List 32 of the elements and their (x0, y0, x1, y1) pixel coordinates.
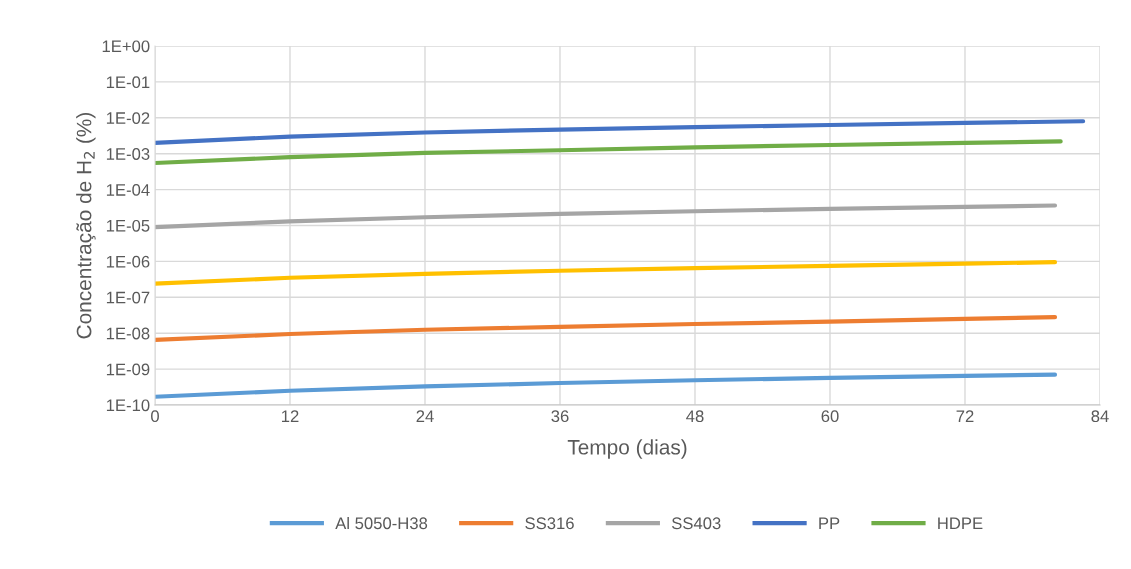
x-tick-label: 48 (686, 410, 704, 423)
y-tick-label: 1E-03 (106, 148, 150, 160)
x-tick-label: 72 (956, 410, 974, 422)
legend-label: Al 5050-H38 (335, 516, 428, 530)
y-tick-label: 1E-09 (106, 363, 150, 376)
line-series (155, 139, 1063, 166)
line-series (155, 315, 1058, 343)
y-tick-label: 1E-10 (106, 399, 150, 412)
y-tick-label: 1E-02 (106, 112, 150, 124)
x-tick-label: 12 (282, 410, 299, 422)
legend-label: SS316 (525, 517, 574, 530)
line-series (155, 203, 1058, 230)
line-series (155, 372, 1058, 399)
y-axis-title: Concentração de H$_{2}$ (%) (76, 113, 96, 339)
line-series (155, 119, 1086, 145)
x-tick-label: 36 (551, 410, 569, 423)
y-tick-label: 1E+00 (102, 40, 150, 53)
y-tick-label: 1E-04 (106, 184, 150, 196)
x-tick-label: 0 (151, 410, 159, 423)
legend-label: PP (819, 517, 840, 530)
legend-label: SS403 (671, 517, 721, 530)
x-tick-label: 24 (416, 410, 434, 422)
x-tick-label: 60 (821, 410, 839, 423)
y-tick-label: 1E-05 (106, 219, 150, 232)
y-tick-label: 1E-06 (106, 255, 150, 268)
line-series (155, 260, 1058, 286)
x-axis-title: Tempo (dias) (567, 439, 687, 459)
y-tick-label: 1E-01 (106, 76, 150, 89)
y-tick-label: 1E-08 (106, 327, 150, 340)
legend-label: HDPE (938, 517, 983, 530)
x-tick-label: 84 (1091, 410, 1109, 423)
y-tick-label: 1E-07 (106, 291, 150, 304)
